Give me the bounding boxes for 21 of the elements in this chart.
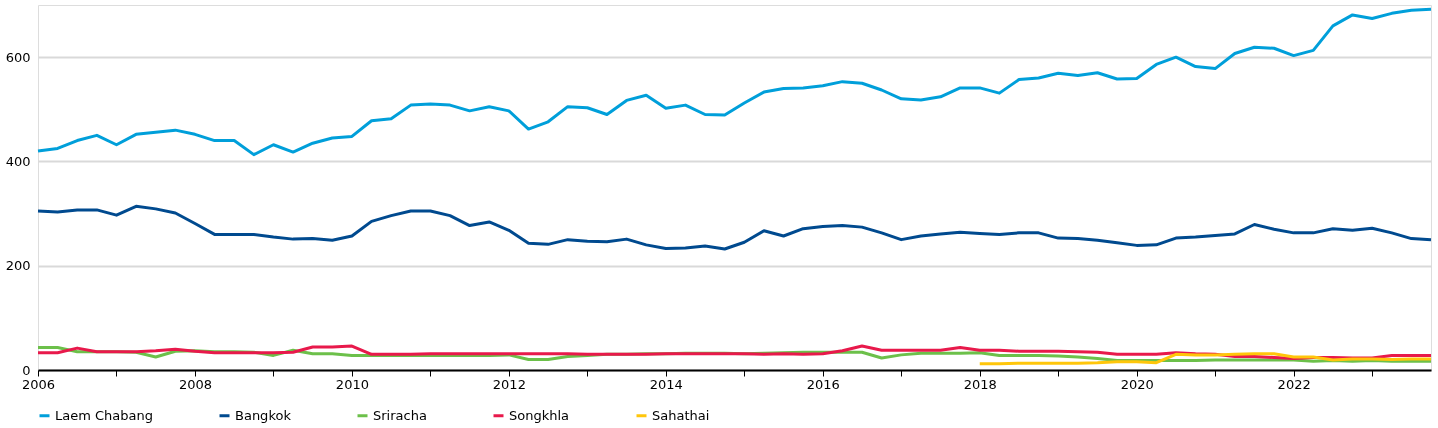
line-series — [978, 352, 1433, 366]
x-tick-label: 2010 — [335, 376, 369, 392]
x-tick-label: 2022 — [1277, 376, 1311, 392]
legend-label: Bangkok — [235, 407, 292, 423]
x-tick-label: 2012 — [492, 376, 526, 392]
legend-label: Laem Chabang — [55, 407, 153, 423]
y-tick-label: 600 — [5, 49, 31, 65]
x-tick-label: 2016 — [806, 376, 840, 392]
legend-label: Songkhla — [509, 407, 570, 423]
x-tick-label: 2006 — [21, 376, 56, 392]
y-tick-label: 400 — [5, 153, 31, 169]
line-series — [36, 7, 1433, 157]
y-tick-label: 200 — [5, 258, 31, 274]
legend-label: Sriracha — [373, 407, 427, 423]
x-tick-label: 2018 — [963, 376, 997, 392]
legend-label: Sahathai — [652, 407, 710, 423]
x-tick-label: 2020 — [1120, 376, 1154, 392]
x-tick-label: 2014 — [649, 376, 683, 392]
line-series — [36, 204, 1433, 251]
y-tick-label: 0 — [22, 362, 31, 378]
x-tick-label: 2008 — [178, 376, 212, 392]
